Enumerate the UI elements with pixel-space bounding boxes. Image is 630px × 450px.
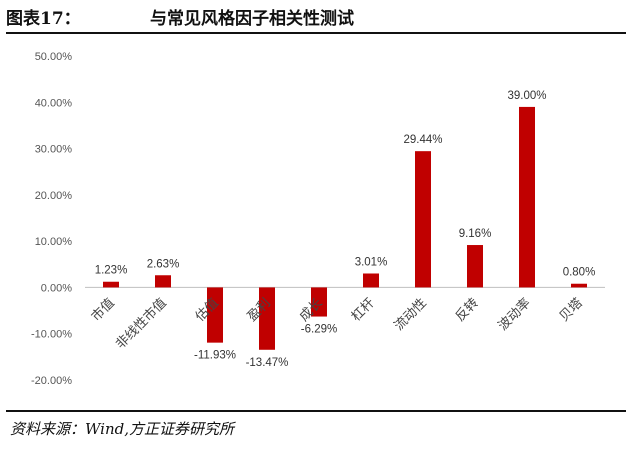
data-label: -11.93% <box>194 350 236 362</box>
bottom-rule <box>6 410 626 412</box>
bar <box>415 151 431 288</box>
category-label: 市值 <box>88 295 118 325</box>
y-tick-label: 20.00% <box>35 190 73 202</box>
bar <box>467 245 483 288</box>
category-label: 贝塔 <box>557 296 586 325</box>
category-label: 杠杆 <box>348 295 378 325</box>
chart-title: 与常见风格因子相关性测试 <box>150 9 354 29</box>
bar <box>103 281 119 288</box>
data-label: -13.47% <box>246 357 289 369</box>
y-tick-label: 10.00% <box>35 236 73 248</box>
y-tick-label: 30.00% <box>35 144 73 156</box>
chart-header: 图表17： 与常见风格因子相关性测试 <box>0 0 630 34</box>
source-note: 资料来源：Wind,方正证券研究所 <box>10 420 234 438</box>
data-label: -6.29% <box>301 324 337 336</box>
y-tick-label: 50.00% <box>35 51 73 63</box>
data-label: 39.00% <box>507 90 546 102</box>
bar <box>311 287 327 317</box>
bar <box>207 287 223 343</box>
category-label: 流动性 <box>392 296 430 334</box>
y-tick-label: 40.00% <box>35 97 73 109</box>
bar <box>155 275 171 288</box>
data-label: 2.63% <box>147 258 180 270</box>
data-label: 1.23% <box>95 265 128 277</box>
bar <box>519 106 535 288</box>
data-label: 9.16% <box>459 228 492 240</box>
y-tick-label: 0.00% <box>41 282 72 294</box>
category-label: 非线性市值 <box>113 295 170 352</box>
bar <box>571 283 587 288</box>
data-label: 0.80% <box>563 267 596 279</box>
bar <box>363 273 379 288</box>
data-label: 29.44% <box>403 134 442 146</box>
top-rule <box>6 32 626 34</box>
y-tick-label: -10.00% <box>31 329 72 341</box>
bar-chart: 50.00% 40.00% 30.00% 20.00% 10.00% 0.00% -10.0… <box>31 51 605 387</box>
figure-label: 图表17： <box>6 9 81 29</box>
bar <box>259 287 275 350</box>
data-label: 3.01% <box>355 256 388 268</box>
category-label: 波动率 <box>495 295 534 334</box>
category-label: 反转 <box>453 296 482 325</box>
y-tick-label: -20.00% <box>31 375 72 387</box>
